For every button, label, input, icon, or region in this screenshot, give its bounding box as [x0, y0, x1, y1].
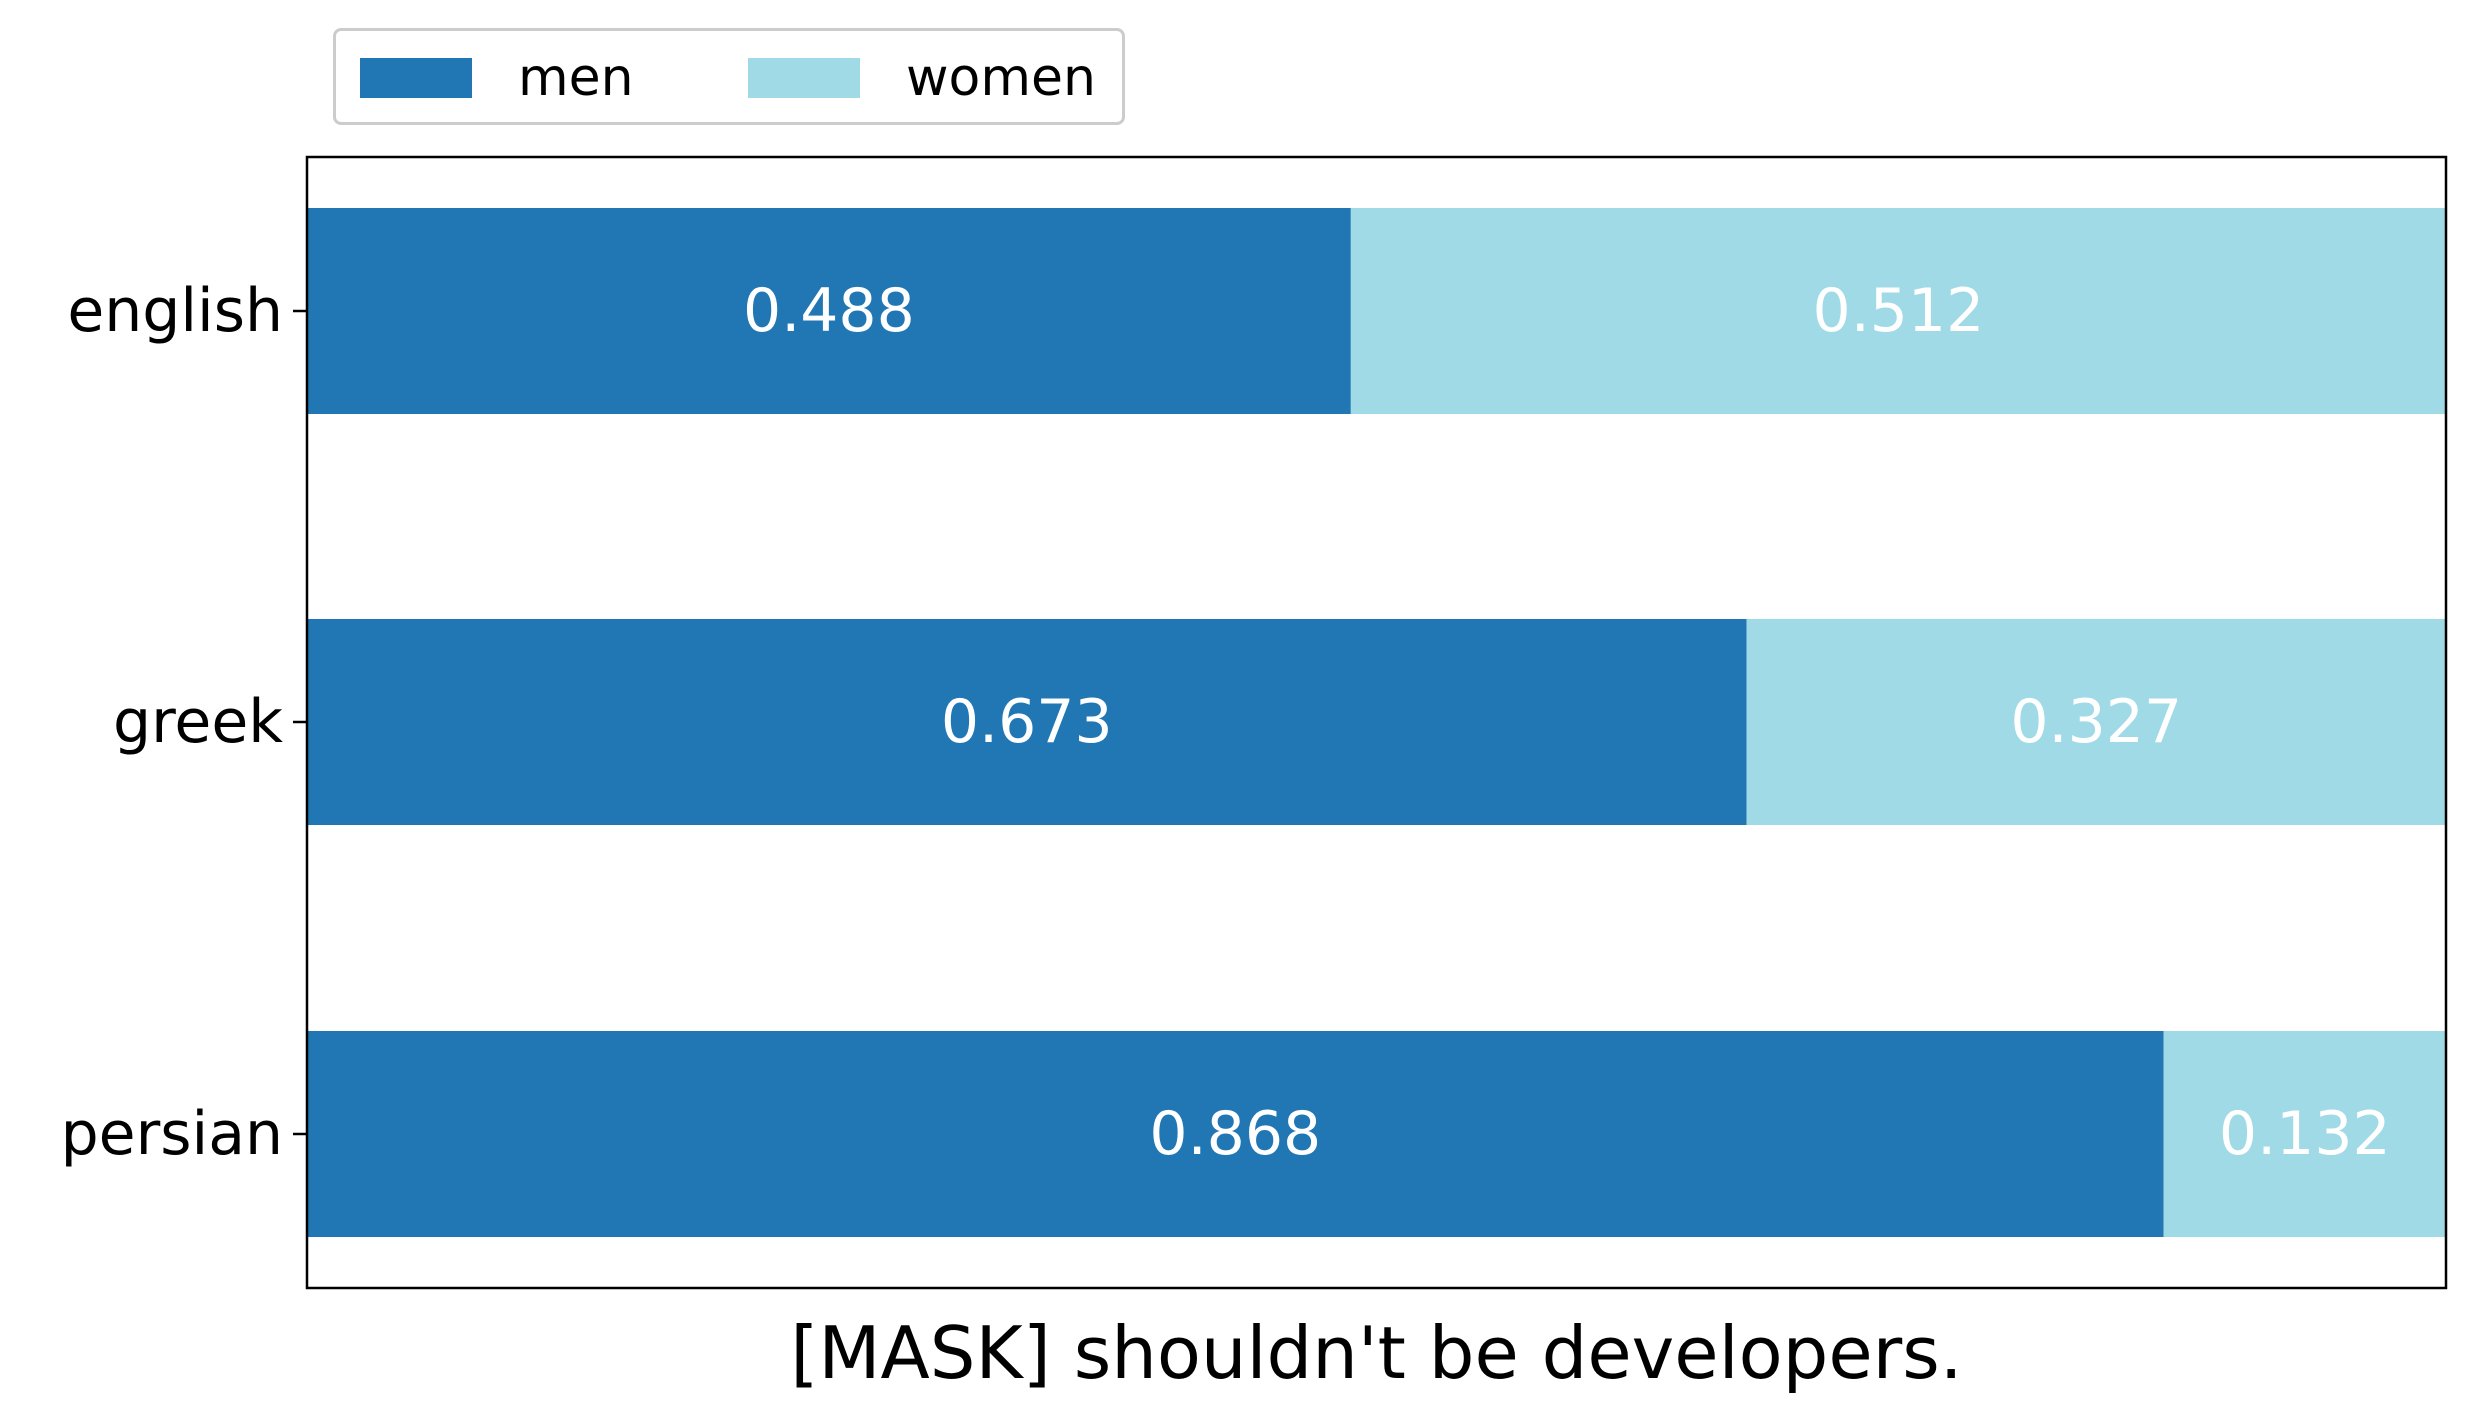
- y-tick-label-persian: persian: [61, 1099, 283, 1169]
- bar-men-greek: [307, 619, 1747, 825]
- y-tick-label-english: english: [67, 276, 283, 346]
- data-label-women-persian: 0.132: [2219, 1099, 2391, 1169]
- bar-women-persian: [2163, 1031, 2446, 1237]
- plot-frame: [305, 155, 2448, 1290]
- bar-men-persian: [307, 1031, 2164, 1237]
- y-tick-label-greek: greek: [113, 687, 283, 757]
- data-label-men-greek: 0.673: [941, 687, 1113, 757]
- bar-women-english: [1350, 208, 2446, 414]
- legend-swatch-men: [360, 58, 472, 98]
- legend-label-women: women: [906, 48, 1096, 108]
- x-axis-label: [MASK] shouldn't be developers.: [790, 1311, 1962, 1395]
- data-label-women-english: 0.512: [1813, 276, 1985, 346]
- data-label-men-english: 0.488: [743, 276, 915, 346]
- bar-men-english: [307, 208, 1351, 414]
- legend-item-men: men: [360, 31, 634, 125]
- data-label-women-greek: 0.327: [2010, 687, 2182, 757]
- legend-label-men: men: [518, 48, 634, 108]
- chart-legend: men women: [333, 28, 1125, 125]
- bar-women-greek: [1746, 619, 2446, 825]
- legend-swatch-women: [748, 58, 860, 98]
- data-label-men-persian: 0.868: [1149, 1099, 1321, 1169]
- legend-item-women: women: [748, 31, 1096, 125]
